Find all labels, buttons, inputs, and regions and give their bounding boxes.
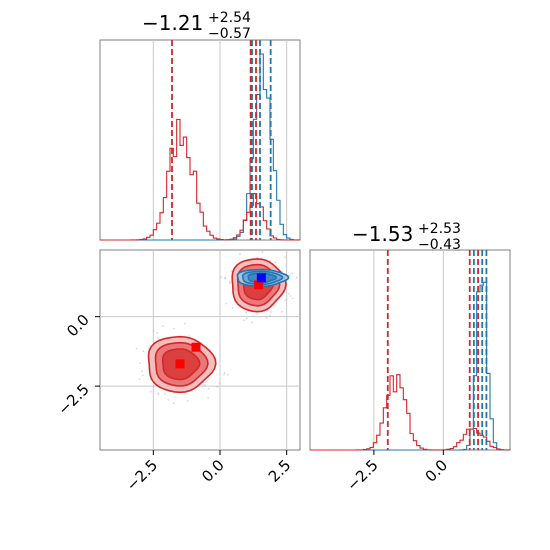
sample-dot bbox=[291, 297, 294, 300]
sample-dot bbox=[135, 347, 138, 350]
scatter-xy-xticks: −2.5 0.0 2.5 bbox=[123, 450, 295, 495]
sample-dot bbox=[265, 316, 268, 319]
sample-dot bbox=[188, 335, 191, 337]
sample-dot bbox=[149, 390, 152, 393]
sample-dot bbox=[139, 362, 142, 365]
hist-y-xtick-label-1: 0.0 bbox=[422, 456, 452, 486]
hist-y-xtick-label-0: −2.5 bbox=[343, 456, 381, 494]
sample-dot bbox=[229, 282, 232, 285]
sample-dot bbox=[156, 332, 158, 334]
hist-x-title-plus: +2.54 bbox=[208, 10, 251, 26]
sample-dot bbox=[183, 322, 186, 325]
sample-dot bbox=[141, 370, 144, 373]
truth-marker-0-1 bbox=[191, 342, 201, 352]
sample-dot bbox=[252, 315, 254, 318]
truth-marker-2-0 bbox=[256, 273, 266, 283]
sample-dot bbox=[172, 402, 175, 405]
sample-dot bbox=[207, 397, 209, 400]
hist-x-grid bbox=[152, 40, 288, 240]
hist-y-bars bbox=[310, 281, 511, 451]
sample-dot bbox=[157, 337, 159, 339]
sample-dot bbox=[161, 325, 164, 328]
sample-dot bbox=[138, 378, 141, 381]
sample-dot bbox=[218, 382, 221, 385]
truth-marker-0-0 bbox=[175, 359, 185, 369]
truth-marker-1-0 bbox=[254, 280, 264, 290]
hist-y-grid bbox=[373, 250, 444, 450]
scatter-xy-yticks: 0.0 −2.5 bbox=[54, 311, 100, 419]
sample-dot bbox=[203, 384, 206, 386]
sample-dot bbox=[231, 306, 234, 309]
sample-dot bbox=[186, 400, 189, 402]
sample-dot bbox=[270, 311, 272, 313]
sample-dot bbox=[229, 280, 231, 283]
sample-dot bbox=[224, 276, 227, 279]
sample-dot bbox=[269, 259, 271, 262]
scatter-xy-markers bbox=[175, 273, 266, 369]
sample-dot bbox=[230, 269, 233, 272]
hist-y-quantiles bbox=[386, 250, 488, 450]
hist-x-title-minus: −0.57 bbox=[208, 26, 251, 42]
scatter-ytick-label-1: −2.5 bbox=[54, 380, 92, 418]
sample-dot bbox=[220, 276, 223, 279]
sample-dot bbox=[274, 261, 277, 264]
sample-dot bbox=[142, 350, 145, 353]
sample-dot bbox=[284, 265, 287, 267]
sample-dot bbox=[242, 319, 245, 322]
scatter-xtick-label-0: −2.5 bbox=[123, 456, 161, 494]
hist-y-panel: −2.5 0.0 −1.53 +2.53 −0.43 bbox=[309, 221, 511, 495]
sample-dot bbox=[223, 373, 225, 376]
sample-dot bbox=[164, 392, 166, 395]
sample-dot bbox=[284, 299, 287, 301]
sample-dot bbox=[269, 314, 271, 317]
sample-dot bbox=[284, 256, 286, 259]
sample-dot bbox=[245, 311, 248, 314]
hist-y-title-plus: +2.53 bbox=[418, 221, 461, 237]
sample-dot bbox=[225, 302, 228, 305]
sample-dot bbox=[207, 387, 210, 390]
sample-dot bbox=[288, 274, 291, 277]
sample-dot bbox=[295, 276, 298, 279]
sample-dot bbox=[152, 329, 155, 332]
sample-dot bbox=[239, 253, 241, 256]
sample-dot bbox=[273, 304, 276, 307]
sample-dot bbox=[141, 374, 144, 377]
sample-dot bbox=[250, 321, 253, 324]
sample-dot bbox=[261, 251, 264, 254]
hist-y-xticks: −2.5 0.0 bbox=[343, 450, 451, 495]
hist-x-bars bbox=[100, 53, 301, 241]
sample-dot bbox=[287, 292, 290, 295]
hist-series-1 bbox=[310, 374, 511, 451]
hist-series-1 bbox=[100, 118, 300, 241]
hist-x-title-value: −1.21 bbox=[142, 11, 203, 35]
scatter-xy-panel: −2.5 0.0 2.5 0.0 −2.5 bbox=[54, 249, 301, 495]
sample-dot bbox=[172, 327, 175, 330]
sample-dot bbox=[280, 310, 283, 313]
hist-x-panel: −1.21 +2.54 −0.57 bbox=[99, 10, 301, 241]
scatter-xtick-label-1: 0.0 bbox=[198, 456, 228, 486]
sample-dot bbox=[256, 256, 259, 259]
hist-x-quantiles bbox=[171, 40, 272, 240]
hist-y-title-minus: −0.43 bbox=[418, 237, 461, 253]
sample-dot bbox=[226, 373, 229, 376]
hist-y-title-value: −1.53 bbox=[352, 222, 413, 246]
sample-dot bbox=[291, 272, 294, 275]
sample-dot bbox=[216, 385, 219, 388]
sample-dot bbox=[157, 393, 160, 396]
scatter-ytick-label-0: 0.0 bbox=[63, 311, 93, 341]
sample-dot bbox=[223, 371, 226, 374]
scatter-xtick-label-2: 2.5 bbox=[265, 456, 295, 486]
sample-dot bbox=[167, 399, 170, 401]
sample-dot bbox=[289, 295, 292, 297]
sample-dot bbox=[245, 317, 248, 320]
